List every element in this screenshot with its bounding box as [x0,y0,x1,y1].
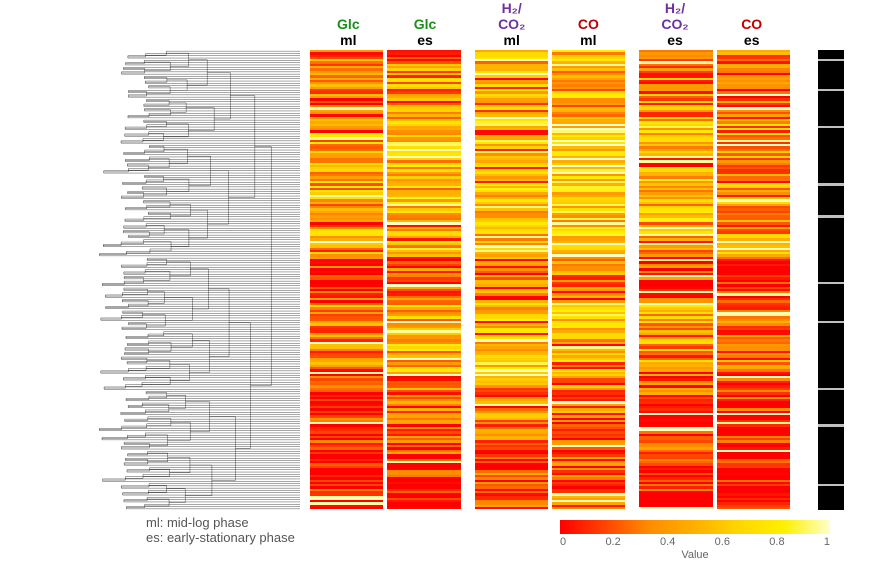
row-sidebar [818,50,844,510]
heatmap-column-1 [387,50,460,510]
column-sub-label: ml [550,32,627,48]
heatmap-column-3 [552,50,625,510]
column-header-2: H₂/ CO₂ml [473,2,550,50]
heatmap-column-4 [639,50,712,510]
legend-line-ml: ml: mid-log phase [146,515,295,530]
colorbar-tick: 0.2 [605,536,620,548]
colorbar-gradient [560,520,830,534]
heatmap-column-2 [475,50,548,510]
heatmap-column-5 [717,50,790,510]
column-sub-label: es [637,32,714,48]
column-top-label: Glc [387,16,464,32]
colorbar-tick: 0 [560,536,566,548]
column-top-label: H₂/ CO₂ [637,0,714,32]
column-header-4: H₂/ CO₂es [637,2,714,50]
heatmap-column-0 [310,50,383,510]
colorbar: 0 0.2 0.4 0.6 0.8 1 Value [560,520,830,561]
column-sub-label: es [713,32,790,48]
colorbar-tick: 0.4 [660,536,675,548]
column-sub-label: es [387,32,464,48]
column-header-3: COml [550,2,627,50]
legend-line-es: es: early-stationary phase [146,530,295,545]
column-header-5: COes [713,2,790,50]
column-sub-label: ml [310,32,387,48]
column-header-1: Glces [387,2,464,50]
column-sub-label: ml [473,32,550,48]
phase-legend: ml: mid-log phase es: early-stationary p… [146,515,295,545]
colorbar-ticks: 0 0.2 0.4 0.6 0.8 1 [560,536,830,548]
column-header-0: Glcml [310,2,387,50]
colorbar-tick: 0.8 [769,536,784,548]
column-top-label: Glc [310,16,387,32]
column-headers: GlcmlGlcesH₂/ CO₂mlCOmlH₂/ CO₂esCOes [310,2,790,50]
heatmap [310,50,790,510]
column-top-label: CO [713,16,790,32]
colorbar-tick: 1 [824,536,830,548]
column-top-label: H₂/ CO₂ [473,0,550,32]
dendrogram [0,50,300,510]
colorbar-label: Value [560,549,830,561]
column-top-label: CO [550,16,627,32]
colorbar-tick: 0.6 [715,536,730,548]
